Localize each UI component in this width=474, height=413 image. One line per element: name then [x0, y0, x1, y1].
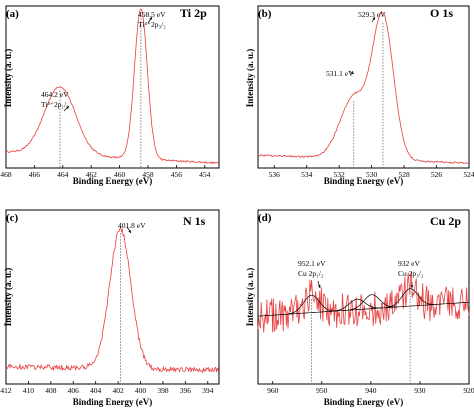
x-tick-label: 400	[135, 386, 147, 395]
peak-label: 952.1 eV	[298, 259, 326, 268]
x-tick-label: 460	[114, 170, 126, 179]
x-tick-label: 402	[112, 386, 124, 395]
x-tick-label: 960	[267, 386, 279, 395]
peak-label: 531.1 eV	[326, 69, 354, 78]
x-tick-label: 466	[29, 170, 41, 179]
x-axis-title: Binding Energy (eV)	[73, 176, 153, 186]
fit-component	[333, 298, 381, 312]
panel-frame	[5, 209, 220, 385]
y-axis-title: Intensity (a. u.)	[3, 49, 13, 108]
peak-arrow-head	[66, 106, 69, 109]
peak-arrow-head	[351, 71, 354, 74]
panel-title: Cu 2p	[430, 214, 461, 228]
x-tick-label: 530	[366, 170, 378, 179]
panel-letter: (c)	[6, 212, 19, 224]
x-tick-label: 456	[171, 170, 183, 179]
x-tick-label: 526	[431, 170, 443, 179]
x-tick-label: 524	[463, 170, 474, 179]
x-tick-label: 464	[57, 170, 69, 179]
x-tick-label: 534	[301, 170, 313, 179]
peak-label: 529.3 eV	[358, 10, 386, 19]
peak-arrow-head	[318, 285, 321, 288]
peak-arrow-head	[128, 230, 131, 233]
y-axis-title: Intensity (a. u.)	[245, 49, 255, 108]
x-tick-label: 920	[463, 386, 474, 395]
peak-label: Cu 2p₃/₂	[398, 269, 424, 278]
x-tick-label: 940	[365, 386, 377, 395]
spectrum-line	[5, 8, 219, 165]
panel-frame	[257, 5, 470, 169]
x-tick-label: 532	[334, 170, 346, 179]
x-tick-label: 458	[142, 170, 154, 179]
peak-label: Cu 2p₁/₂	[298, 269, 324, 278]
x-tick-label: 394	[202, 386, 214, 395]
x-tick-label: 454	[199, 170, 211, 179]
peak-label: 932 eV	[398, 259, 420, 268]
spectrum-line	[257, 11, 470, 165]
x-tick-label: 462	[86, 170, 98, 179]
x-tick-label: 398	[157, 386, 169, 395]
panel-frame	[257, 209, 470, 385]
peak-arrow-head	[372, 17, 375, 20]
x-axis-title: Binding Energy (eV)	[73, 397, 153, 407]
peak-label: Ti⁴⁺2p₁/₂	[41, 100, 69, 109]
panel-title: Ti 2p	[180, 6, 207, 20]
x-axis-title: Binding Energy (eV)	[324, 397, 404, 407]
panel-letter: (a)	[6, 8, 19, 20]
y-axis-title: Intensity (a. u.)	[3, 268, 13, 327]
x-tick-label: 930	[414, 386, 426, 395]
spectrum-line	[5, 226, 220, 374]
panel-frame	[5, 5, 220, 169]
x-tick-label: 404	[90, 386, 102, 395]
x-tick-label: 406	[68, 386, 80, 395]
peak-label: 401.8 eV	[118, 221, 146, 230]
fit-baseline	[258, 301, 470, 317]
panel-title: O 1s	[430, 6, 453, 20]
x-tick-label: 536	[269, 170, 281, 179]
spectrum-line	[257, 272, 470, 333]
peak-label: Ti⁴⁺2p₃/₂	[138, 20, 166, 29]
fit-component	[386, 288, 434, 308]
x-axis-title: Binding Energy (eV)	[324, 176, 404, 186]
peak-arrow-head	[410, 285, 414, 288]
fit-component	[348, 294, 396, 311]
x-tick-label: 468	[0, 170, 12, 179]
x-tick-label: 396	[180, 386, 192, 395]
fit-component	[287, 294, 335, 315]
x-tick-label: 410	[23, 386, 35, 395]
x-tick-label: 950	[316, 386, 328, 395]
x-tick-label: 408	[45, 386, 57, 395]
panel-title: N 1s	[183, 214, 206, 228]
x-tick-label: 412	[0, 386, 12, 395]
peak-label: 458.5 eV	[138, 10, 166, 19]
y-axis-title: Intensity (a. u.)	[245, 268, 255, 327]
peak-label: 464.2 eV	[41, 90, 69, 99]
x-tick-label: 528	[398, 170, 410, 179]
panel-letter: (b)	[258, 8, 272, 20]
panel-letter: (d)	[258, 212, 272, 224]
peak-arrow-head	[149, 17, 152, 20]
